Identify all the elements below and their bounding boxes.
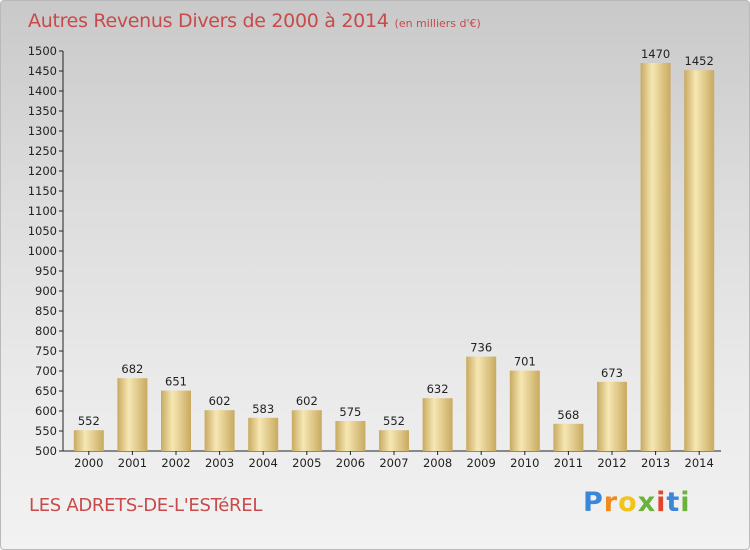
bar-value-label: 673 (601, 366, 623, 380)
bar (422, 398, 453, 451)
y-tick-label: 1300 (28, 124, 57, 138)
y-tick-label: 1200 (28, 164, 57, 178)
x-tick-label: 2013 (641, 456, 670, 470)
bar (204, 410, 235, 451)
bar (597, 381, 627, 451)
logo-letter: t (666, 487, 681, 518)
bar (291, 410, 322, 451)
logo-letter: P (583, 487, 604, 518)
y-tick-label: 850 (35, 304, 57, 318)
y-tick-label: 500 (35, 444, 57, 458)
x-tick-label: 2002 (161, 456, 190, 470)
bars: 552 682 651 602 583 602 575 552 632 736 701 568 673 1… (73, 47, 715, 451)
y-tick-label: 750 (35, 344, 57, 358)
logo-letter: i (680, 487, 691, 518)
x-tick-label: 2008 (423, 456, 452, 470)
bar (379, 430, 409, 451)
y-tick-label: 1400 (28, 84, 57, 98)
x-tick-label: 2011 (554, 456, 583, 470)
y-tick-label: 1100 (28, 204, 57, 218)
bar-value-label: 1470 (641, 47, 670, 61)
y-tick-label: 1350 (28, 104, 57, 118)
bar (73, 430, 104, 451)
y-tick-label: 800 (35, 324, 57, 338)
bar (117, 378, 148, 451)
bar-value-label: 602 (296, 394, 318, 408)
x-tick-label: 2006 (336, 456, 365, 470)
logo-letter: r (603, 487, 619, 518)
y-tick-label: 550 (35, 424, 57, 438)
x-tick-label: 2000 (74, 456, 103, 470)
y-tick-label: 950 (35, 264, 57, 278)
bar-value-label: 651 (165, 375, 187, 389)
x-tick-label: 2014 (685, 456, 714, 470)
x-tick-label: 2012 (597, 456, 626, 470)
x-tick-label: 2005 (292, 456, 321, 470)
x-tick-label: 2010 (510, 456, 539, 470)
bar-value-label: 583 (252, 402, 274, 416)
bar (161, 390, 191, 451)
chart-title: Autres Revenus Divers de 2000 à 2014 (en … (28, 10, 481, 32)
bar (553, 423, 584, 451)
y-tick-label: 1450 (28, 64, 57, 78)
logo-letter: o (618, 487, 638, 518)
bar-value-label: 602 (209, 394, 231, 408)
x-tick-label: 2003 (205, 456, 234, 470)
chart-title-main: Autres Revenus Divers de 2000 à 2014 (28, 10, 389, 32)
x-tick-label: 2004 (249, 456, 278, 470)
bar (509, 370, 540, 451)
location-label: LES ADRETS-DE-L'ESTéREL (29, 495, 263, 516)
y-tick-label: 650 (35, 384, 57, 398)
y-tick-label: 1500 (28, 44, 57, 58)
proxiti-logo: Proxiti (583, 487, 691, 518)
chart-subtitle: (en milliers d'€) (394, 17, 481, 30)
y-tick-label: 1250 (28, 144, 57, 158)
y-tick-label: 1000 (28, 244, 57, 258)
y-tick-label: 1150 (28, 184, 57, 198)
x-tick-label: 2007 (379, 456, 408, 470)
bar (466, 356, 497, 451)
bar-value-label: 736 (470, 341, 492, 355)
bar-value-label: 1452 (685, 54, 714, 68)
x-tick-label: 2009 (467, 456, 496, 470)
bar (640, 63, 671, 451)
y-tick-label: 700 (35, 364, 57, 378)
bar (248, 417, 279, 451)
bar-value-label: 701 (514, 355, 536, 369)
bar-value-label: 552 (383, 414, 405, 428)
x-tick-label: 2001 (118, 456, 147, 470)
bar-value-label: 575 (339, 405, 361, 419)
bar (684, 70, 715, 451)
bar-value-label: 682 (121, 362, 143, 376)
logo-letter: i (656, 487, 667, 518)
y-tick-label: 600 (35, 404, 57, 418)
bar-value-label: 552 (78, 414, 100, 428)
bar-value-label: 568 (557, 408, 579, 422)
logo-letter: x (637, 487, 657, 518)
y-tick-label: 900 (35, 284, 57, 298)
y-tick-label: 1050 (28, 224, 57, 238)
bar-value-label: 632 (427, 382, 449, 396)
bar (335, 421, 366, 451)
